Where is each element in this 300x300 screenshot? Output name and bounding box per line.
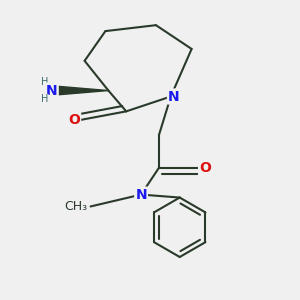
- Text: CH₃: CH₃: [64, 200, 88, 213]
- Text: O: O: [68, 113, 80, 127]
- Text: O: O: [199, 161, 211, 175]
- Polygon shape: [52, 86, 108, 95]
- Text: N: N: [168, 89, 180, 103]
- Text: H: H: [41, 77, 48, 87]
- Text: N: N: [46, 84, 58, 98]
- Text: N: N: [135, 188, 147, 202]
- Text: H: H: [41, 94, 48, 104]
